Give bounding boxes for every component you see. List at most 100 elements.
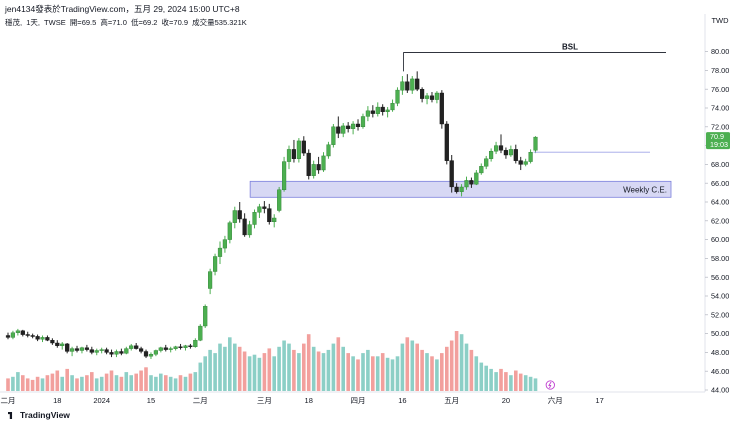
volume-bar	[25, 378, 30, 391]
volume-bar	[252, 354, 257, 391]
candle-body	[434, 92, 439, 100]
candle-body	[65, 343, 70, 352]
candle-body	[45, 337, 50, 341]
volume-bar	[292, 349, 296, 391]
volume-bar	[361, 353, 365, 391]
candle-body	[74, 348, 80, 351]
candle-body	[79, 347, 84, 351]
volume-bar	[410, 340, 415, 391]
volume-bar	[267, 348, 272, 391]
volume-bar	[40, 378, 45, 391]
price-tick-label: 76.00	[711, 85, 729, 94]
candle-body	[40, 337, 45, 340]
candle-body	[183, 345, 188, 348]
volume-bar	[504, 372, 508, 391]
candle-body	[207, 271, 213, 289]
candle-body	[331, 126, 336, 145]
volume-bar	[321, 353, 326, 391]
volume-bar	[326, 349, 331, 391]
candle-body	[395, 89, 400, 104]
candle-body	[459, 186, 464, 192]
candle-body	[311, 164, 316, 176]
current-price-tag	[706, 132, 730, 150]
volume-bar	[346, 353, 350, 391]
candle-body	[158, 347, 163, 351]
candle-body	[355, 123, 361, 127]
volume-bar	[523, 375, 528, 391]
candle-body	[222, 239, 227, 249]
legend-high: 高=71.0	[100, 18, 127, 27]
time-tick-label: 20	[502, 396, 510, 405]
volume-bar	[208, 349, 212, 391]
volume-bar	[351, 356, 355, 391]
candle-body	[232, 210, 237, 223]
candle-body	[410, 78, 415, 91]
candle-body	[173, 346, 178, 349]
candle-body	[84, 347, 89, 350]
volume-bar	[104, 373, 109, 391]
volume-bar	[99, 376, 104, 391]
legend-symbol[interactable]: 穩茂,	[5, 18, 23, 27]
candle-body	[20, 330, 25, 335]
candle-body	[148, 354, 154, 357]
volume-bar	[489, 368, 493, 391]
candle-body	[405, 81, 410, 91]
candle-body	[489, 150, 494, 159]
volume-bar	[336, 337, 341, 391]
candle-body	[109, 352, 114, 355]
volume-bar	[164, 375, 168, 391]
volume-bar	[80, 376, 84, 391]
volume-bar	[454, 331, 459, 391]
candle-body	[193, 340, 198, 348]
candle-body	[35, 336, 40, 340]
candle-body	[469, 180, 474, 185]
candle-body	[291, 149, 296, 159]
volume-bar	[405, 337, 410, 391]
volume-bar	[528, 376, 533, 391]
candle-body	[375, 106, 380, 114]
candle-body	[439, 92, 444, 125]
volume-bar	[366, 349, 370, 391]
candle-body	[370, 110, 375, 114]
candle-body	[89, 349, 94, 353]
tradingview-logo-icon	[8, 412, 13, 419]
candle-body	[385, 109, 390, 113]
volume-bar	[203, 356, 207, 391]
volume-bar	[257, 357, 262, 391]
volume-bar	[474, 356, 479, 391]
volume-bar	[331, 343, 336, 391]
tradingview-brand[interactable]: TradingView	[8, 410, 70, 420]
volume-bar	[60, 376, 64, 391]
volume-bar	[380, 353, 385, 391]
legend-open: 開=69.5	[69, 18, 97, 27]
candle-body	[203, 306, 208, 327]
candle-body	[306, 152, 311, 176]
volume-bar	[213, 353, 217, 391]
volume-bar	[183, 376, 188, 391]
candle-body	[227, 222, 232, 240]
price-tick-label: 52.00	[711, 310, 729, 319]
volume-bar	[168, 376, 173, 391]
candle-body	[523, 161, 528, 165]
volume-bar	[65, 368, 69, 391]
volume-bar	[514, 370, 518, 391]
candle-body	[400, 81, 405, 91]
candle-body	[212, 256, 218, 272]
volume-bar	[154, 376, 158, 391]
candle-body	[138, 348, 144, 352]
volume-bar	[198, 362, 203, 391]
candle-body	[129, 345, 134, 349]
price-tick-label: 44.00	[711, 386, 729, 395]
volume-bar	[30, 379, 35, 391]
time-tick-label: 三月	[257, 396, 272, 405]
volume-bar	[85, 375, 89, 391]
volume-bar	[119, 376, 124, 391]
candle-body	[513, 149, 518, 161]
time-tick-label: 18	[305, 396, 313, 405]
volume-bar	[45, 375, 50, 391]
volume-bar	[70, 375, 74, 391]
candle-body	[494, 145, 499, 152]
